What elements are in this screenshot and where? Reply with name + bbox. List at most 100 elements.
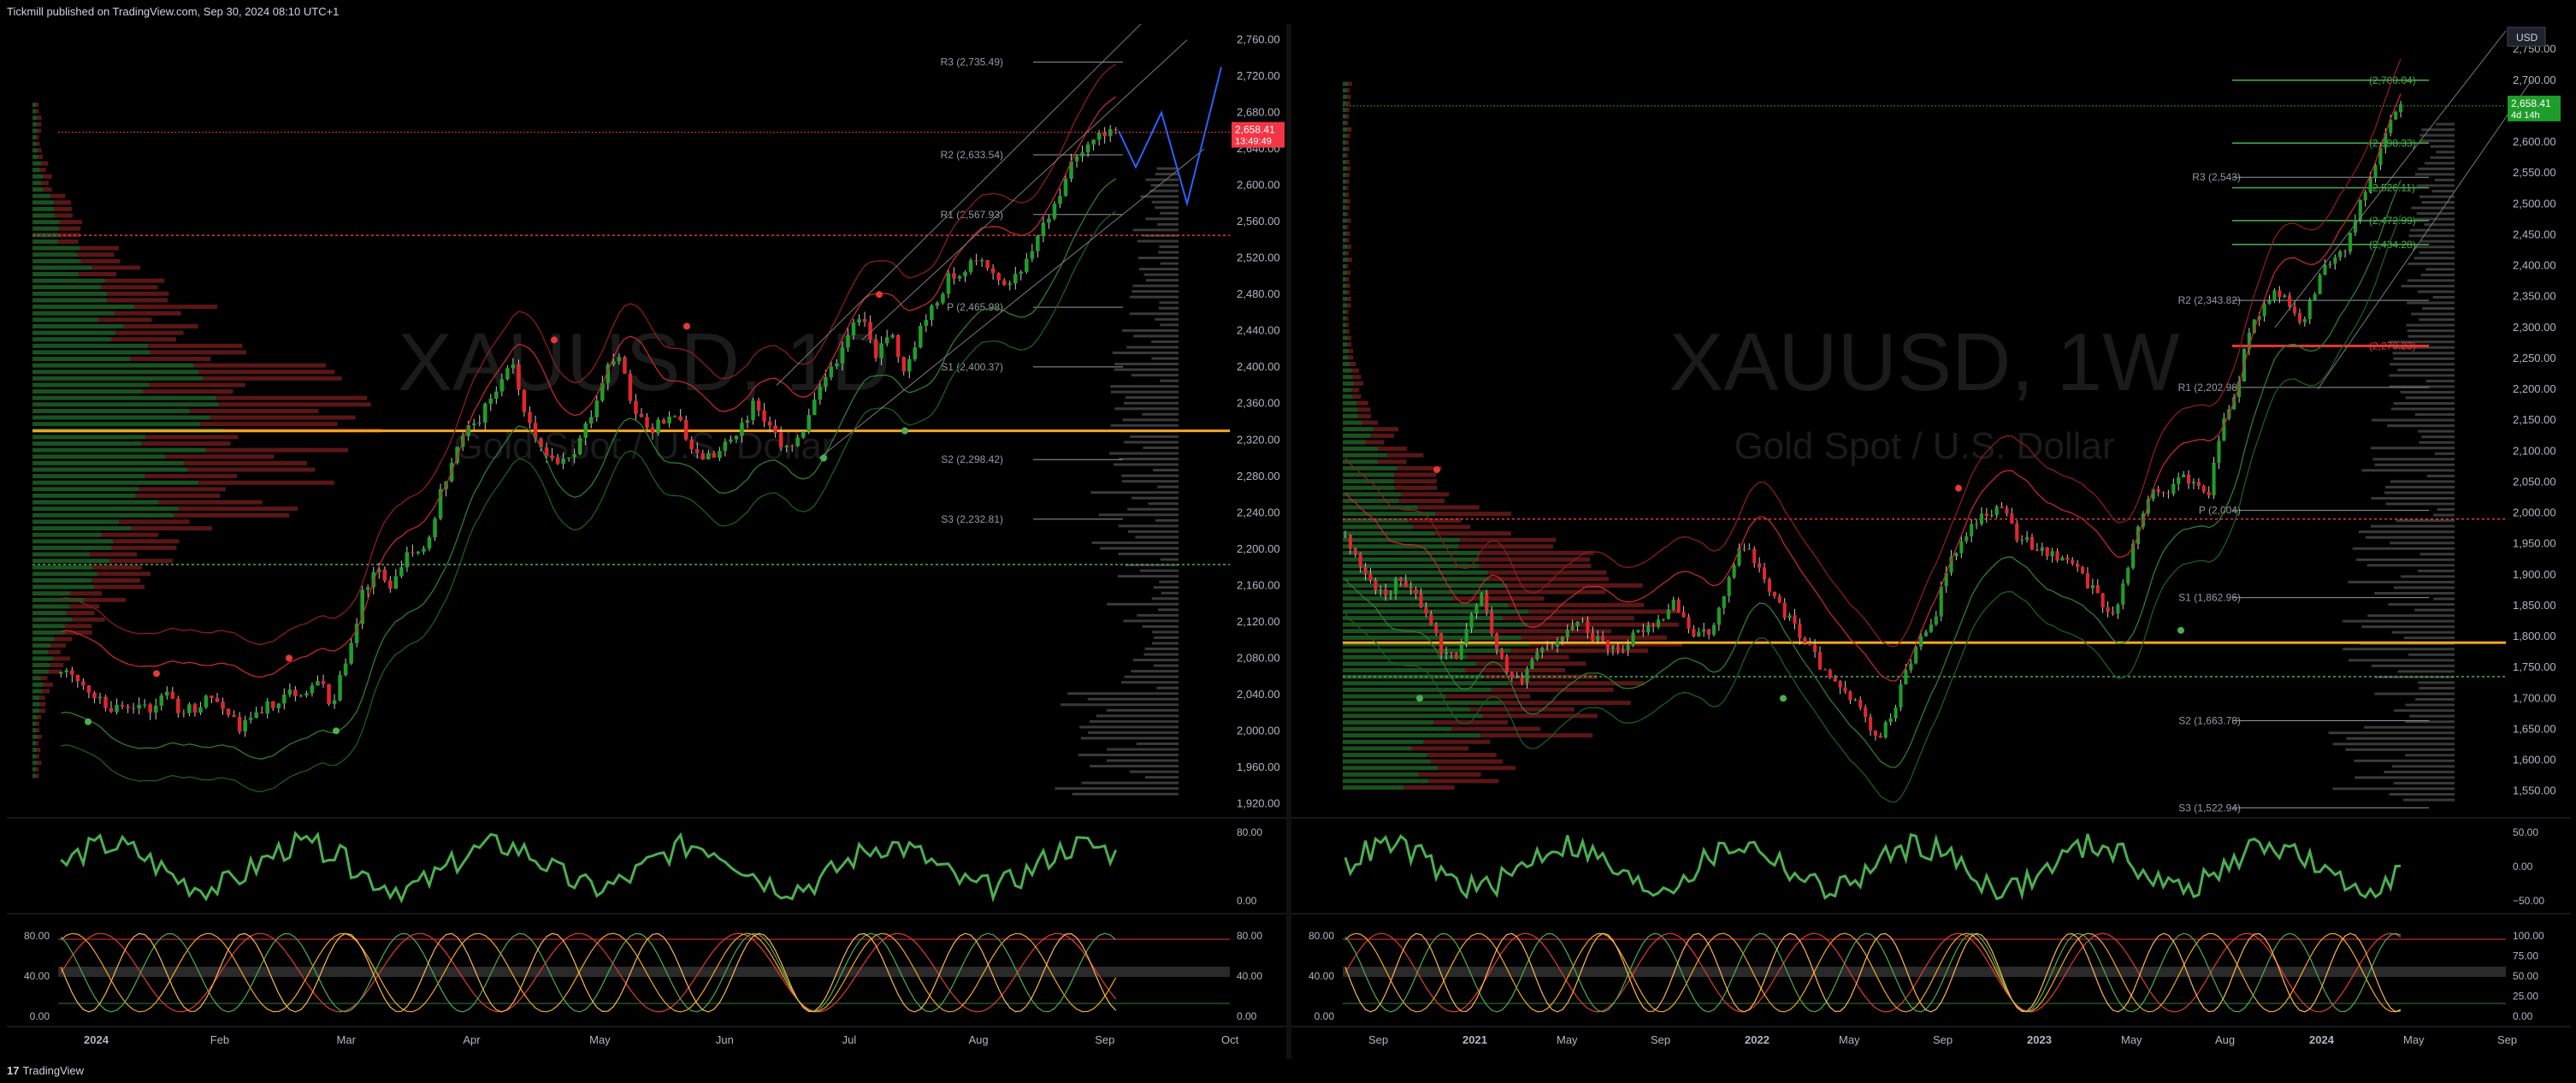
- volume-profile-bar: [32, 480, 198, 485]
- candle-body: [712, 453, 717, 459]
- volume-profile-bar: [38, 154, 44, 159]
- candle-body: [254, 712, 258, 718]
- volume-profile-grey-bar: [1131, 374, 1179, 377]
- volume-profile-bar: [1343, 707, 1470, 712]
- volume-profile-grey-bar: [1087, 697, 1179, 701]
- volume-profile-bar: [32, 571, 97, 577]
- volume-profile-bar: [1378, 447, 1408, 452]
- candle-body: [706, 453, 711, 460]
- candle-body: [1621, 649, 1625, 651]
- candle-body: [1540, 647, 1545, 653]
- chart-panel-weekly[interactable]: 2,750.002,700.002,650.002,600.002,550.00…: [1291, 12, 2571, 1059]
- candle-body: [745, 420, 750, 423]
- y-tick-label: 2,150.00: [2513, 413, 2556, 426]
- volume-profile-bar: [32, 539, 114, 544]
- volume-profile-bar: [32, 624, 66, 629]
- candle-body: [97, 696, 103, 699]
- volume-profile-grey-bar: [2403, 798, 2455, 802]
- volume-profile-bar: [1503, 616, 1634, 621]
- chart-panel-daily[interactable]: 2,760.00 2,720.00 2,680.00 2,640.00 2,600.00…: [7, 3, 1286, 1059]
- y-tick-label: 2,440.00: [1237, 324, 1280, 337]
- volume-profile-grey-bar: [1160, 558, 1179, 561]
- candle-body: [1353, 548, 1357, 553]
- candle-body: [1019, 271, 1024, 275]
- symbol-watermark: XAUUSD, 1D: [398, 317, 890, 408]
- candle-body: [1838, 681, 1842, 688]
- volume-profile-grey-bar: [2384, 770, 2455, 773]
- candle-body: [1525, 669, 1529, 683]
- volume-profile-grey-bar: [2367, 614, 2455, 618]
- volume-profile-bar: [1378, 459, 1407, 465]
- volume-profile-grey-bar: [2430, 145, 2455, 148]
- volume-profile-bar: [1346, 238, 1350, 243]
- volume-profile-grey-bar: [2418, 167, 2455, 170]
- candle-body: [577, 437, 582, 455]
- y-tick-label: 1,600.00: [2513, 754, 2556, 766]
- candle-body: [1671, 600, 1675, 610]
- candle-body: [2207, 491, 2211, 496]
- candle-body: [840, 347, 845, 364]
- volume-profile-bar: [1343, 537, 1461, 542]
- volume-profile-grey-bar: [2403, 636, 2455, 640]
- volume-profile-grey-bar: [2375, 675, 2455, 678]
- stochastic-line: [60, 932, 1117, 1013]
- volume-profile-grey-bar: [1137, 240, 1179, 243]
- panel-divider[interactable]: [1286, 24, 1291, 1059]
- candle-body: [131, 707, 136, 709]
- volume-profile-bar: [32, 506, 179, 512]
- candle-body: [1343, 536, 1348, 538]
- y-tick-label: 2,550.00: [2513, 166, 2556, 179]
- weekly-chart-svg[interactable]: 2,750.002,700.002,650.002,600.002,550.00…: [1291, 12, 2571, 1059]
- candle-body: [2318, 275, 2322, 294]
- volume-profile-bar: [32, 545, 112, 550]
- volume-profile-bar: [1343, 570, 1488, 575]
- volume-profile-bar: [1343, 173, 1347, 178]
- volume-profile-bar: [1469, 707, 1575, 712]
- volume-profile-grey-bar: [1137, 257, 1179, 260]
- volume-profile-bar: [1352, 375, 1362, 380]
- candle-body: [1036, 236, 1040, 252]
- x-tick-label: Jun: [716, 1033, 734, 1046]
- volume-profile-grey-bar: [1129, 295, 1179, 299]
- volume-profile-grey-bar: [1143, 446, 1179, 449]
- volume-profile-bar: [32, 272, 79, 277]
- candle-body: [1853, 699, 1858, 701]
- volume-profile-bar: [1346, 290, 1350, 295]
- candle-body: [694, 449, 700, 453]
- pivot-label: R2 (2,633.54): [941, 149, 1003, 161]
- volume-profile-bar: [36, 135, 39, 140]
- candle-body: [1013, 274, 1018, 284]
- volume-profile-bar: [158, 500, 263, 505]
- candle-body: [2297, 312, 2302, 323]
- tradingview-logo[interactable]: 17 TradingView: [7, 1064, 84, 1077]
- volume-profile-bar: [1343, 719, 1434, 725]
- volume-profile-bar: [32, 435, 146, 440]
- volume-profile-bar: [1507, 583, 1643, 588]
- volume-profile-grey-bar: [1118, 553, 1179, 556]
- volume-profile-bar: [1343, 512, 1436, 517]
- candle-body: [1711, 624, 1716, 635]
- volume-profile-grey-bar: [1121, 474, 1179, 477]
- fractal-dot: [683, 323, 690, 330]
- candle-body: [778, 432, 783, 447]
- volume-profile-bar: [92, 577, 140, 583]
- candle-body: [221, 701, 225, 709]
- volume-profile-grey-bar: [2332, 743, 2455, 746]
- volume-profile-bar: [32, 193, 51, 198]
- volume-profile-bar: [109, 559, 173, 564]
- volume-profile-bar: [1417, 505, 1480, 510]
- volume-profile-bar: [174, 512, 290, 518]
- volume-profile-grey-bar: [1154, 636, 1179, 639]
- volume-profile-bar: [1345, 310, 1349, 315]
- volume-profile-bar: [187, 467, 316, 472]
- candle-body: [427, 537, 432, 549]
- candle-body: [533, 423, 538, 439]
- volume-profile-grey-bar: [1140, 195, 1179, 198]
- daily-chart-svg[interactable]: 2,760.002,720.002,680.002,640.002,600.00…: [7, 3, 1286, 1059]
- volume-profile-bar: [104, 278, 165, 283]
- volume-profile-bar: [1343, 218, 1348, 223]
- envelope-band: [1344, 180, 2402, 768]
- volume-profile-grey-bar: [2372, 458, 2455, 461]
- stochastic-line: [1344, 932, 2402, 1013]
- volume-profile-grey-bar: [1137, 613, 1179, 617]
